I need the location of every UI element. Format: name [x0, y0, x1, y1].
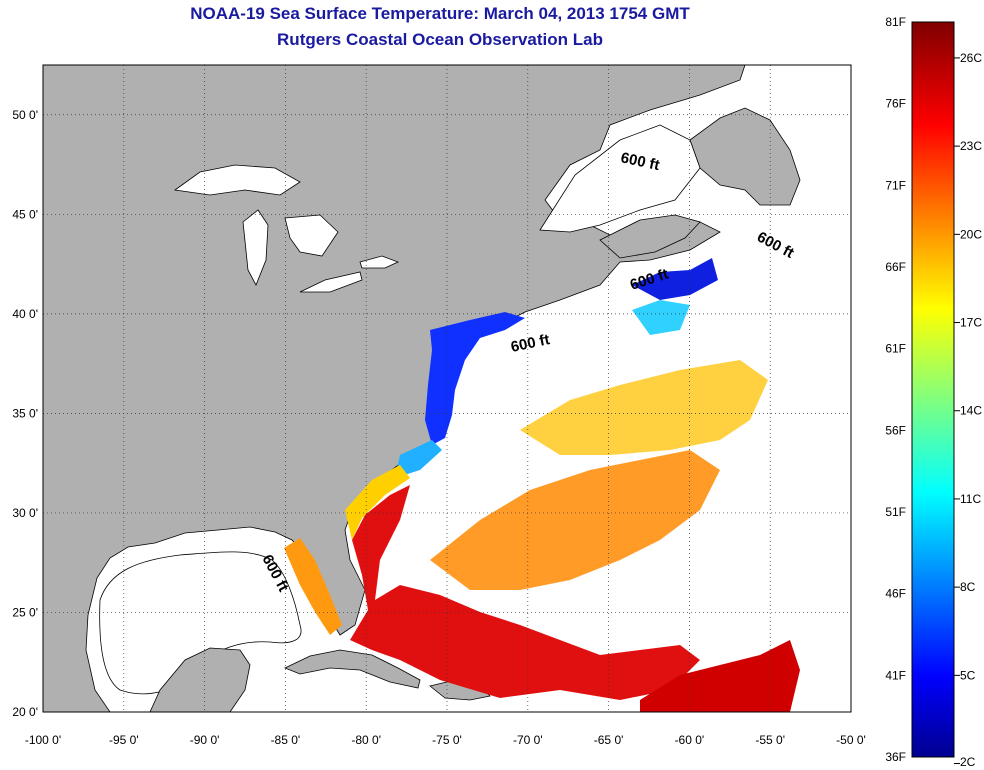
colorbar-labels: 81F 76F 71F 66F 61F 56F 51F 46F 41F 36F 26C 23C 20C 1… — [885, 15, 982, 769]
colorbar-f-label: 41F — [885, 668, 906, 682]
lake-huron — [284, 214, 339, 257]
sst-gulf-stream — [350, 485, 700, 700]
colorbar-c-label: 5C — [960, 668, 976, 682]
lat-tick-label: 30 0' — [12, 506, 38, 520]
map-subtitle: Rutgers Coastal Ocean Observation Lab — [277, 30, 603, 49]
lon-tick-label: -75 0' — [432, 733, 462, 747]
colorbar-c-label: 26C — [960, 51, 982, 65]
lon-tick-label: -90 0' — [190, 733, 220, 747]
colorbar-f-label: 76F — [885, 97, 906, 111]
sst-coastal-cold — [425, 312, 525, 445]
lon-tick-label: -70 0' — [513, 733, 543, 747]
sst-georges-bank — [632, 258, 718, 300]
sst-open-ocean-yellow — [520, 360, 768, 455]
lat-tick-label: 20 0' — [12, 705, 38, 719]
lon-tick-labels: -100 0' -95 0' -90 0' -85 0' -80 0' -75 0' -70… — [25, 733, 866, 747]
lat-tick-label: 35 0' — [12, 406, 38, 420]
lon-tick-label: -85 0' — [271, 733, 301, 747]
colorbar-f-label: 46F — [885, 587, 906, 601]
sst-florida-west-shelf — [284, 538, 342, 635]
sst-southeast-red — [640, 640, 800, 712]
colorbar-f-label: 56F — [885, 423, 906, 437]
lon-tick-label: -95 0' — [109, 733, 139, 747]
colorbar-f-label: 71F — [885, 178, 906, 192]
land-yucatan — [149, 647, 251, 712]
colorbar-f-label: 66F — [885, 260, 906, 274]
lake-ontario — [359, 255, 400, 269]
lake-superior — [173, 164, 301, 196]
lon-tick-label: -60 0' — [675, 733, 705, 747]
land-nova-scotia — [599, 214, 701, 259]
lat-tick-labels: 20 0' 25 0' 30 0' 35 0' 40 0' 45 0' 50 0' — [12, 108, 38, 719]
map-grid — [43, 65, 851, 712]
sst-open-ocean-orange — [430, 450, 720, 590]
lake-michigan — [242, 209, 269, 286]
lon-tick-label: -50 0' — [836, 733, 866, 747]
lon-tick-label: -100 0' — [25, 733, 61, 747]
gulf-shelf-line — [99, 551, 302, 695]
lon-tick-label: -65 0' — [594, 733, 624, 747]
lon-tick-label: -80 0' — [351, 733, 381, 747]
colorbar-c-label: 14C — [960, 404, 982, 418]
lon-tick-label: -55 0' — [755, 733, 785, 747]
colorbar-c-label: 17C — [960, 316, 982, 330]
sst-coastal-yellow — [345, 465, 410, 540]
land-cuba — [284, 649, 421, 689]
sst-coastal-cyan — [395, 440, 442, 478]
colorbar-f-label: 81F — [885, 15, 906, 29]
colorbar-gradient — [911, 21, 955, 758]
colorbar-f-label: 51F — [885, 505, 906, 519]
colorbar-c-label: 8C — [960, 580, 976, 594]
colorbar-c-label: 11C — [960, 492, 981, 506]
colorbar-f-label: 61F — [885, 342, 906, 356]
lake-erie — [299, 271, 363, 293]
colorbar-f-label: 36F — [885, 750, 906, 764]
colorbar-c-label: 23C — [960, 139, 982, 153]
land-newfoundland — [689, 107, 801, 206]
lat-tick-label: 45 0' — [12, 207, 38, 221]
colorbar-c-label: 2C — [960, 755, 976, 769]
map-frame — [42, 64, 852, 713]
lat-tick-label: 50 0' — [12, 108, 38, 122]
sst-slope-cyan — [632, 300, 690, 335]
map-title: NOAA-19 Sea Surface Temperature: March 0… — [190, 4, 690, 23]
lat-tick-label: 40 0' — [12, 307, 38, 321]
lat-tick-label: 25 0' — [12, 605, 38, 619]
colorbar-c-label: 20C — [960, 227, 982, 241]
gulf-st-lawrence — [539, 124, 701, 233]
